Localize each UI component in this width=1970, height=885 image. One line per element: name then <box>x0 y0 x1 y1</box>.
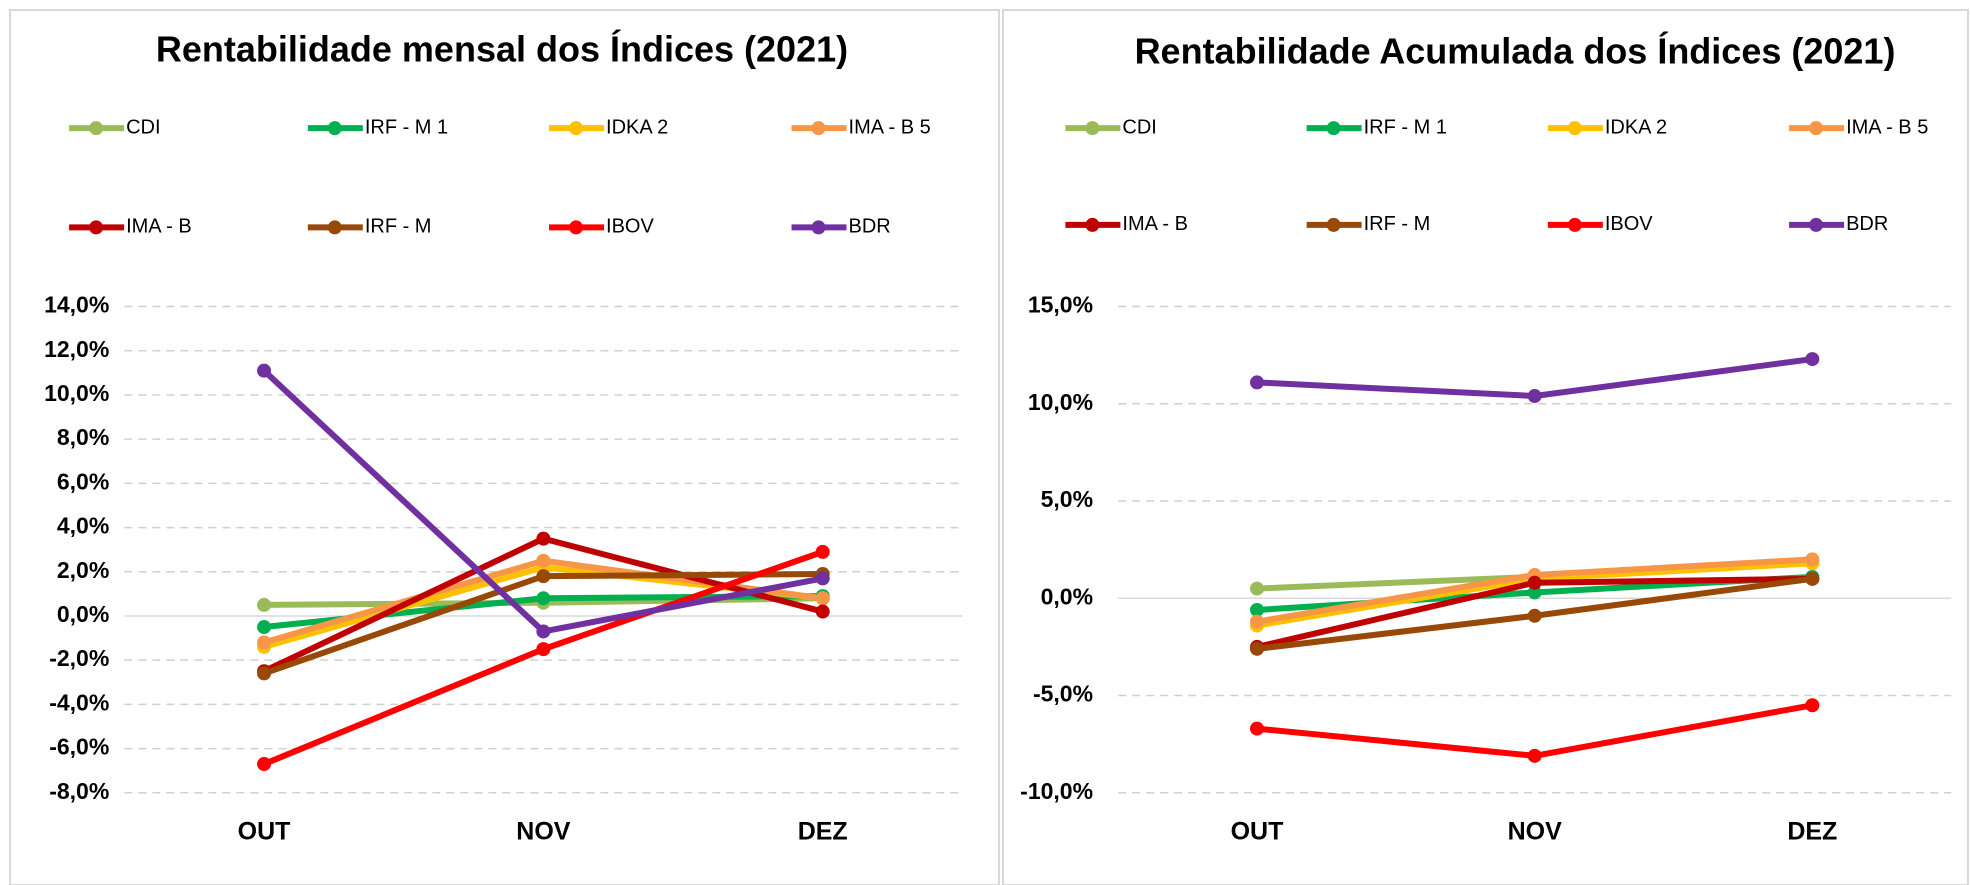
legend-label: CDI <box>1122 116 1156 138</box>
data-point <box>1250 721 1265 736</box>
y-tick-label: 0,0% <box>1041 583 1093 609</box>
legend-marker <box>327 121 342 136</box>
data-point <box>815 571 830 586</box>
x-tick-label: DEZ <box>798 818 848 846</box>
y-tick-label: 6,0% <box>57 468 109 494</box>
data-point <box>536 624 551 639</box>
legend-label: IRF - M 1 <box>1364 116 1447 138</box>
legend-label: IRF - M 1 <box>365 116 448 138</box>
legend-marker <box>811 121 826 136</box>
panel <box>1002 9 1969 885</box>
y-tick-label: -2,0% <box>49 645 109 671</box>
data-point <box>1250 641 1265 656</box>
data-point <box>536 531 551 546</box>
legend-label: IDKA 2 <box>606 116 668 138</box>
legend-label: BDR <box>849 216 891 238</box>
y-tick-label: -6,0% <box>49 734 109 760</box>
data-point <box>815 544 830 559</box>
y-tick-label: 4,0% <box>57 513 109 539</box>
data-point <box>536 591 551 606</box>
legend-label: IMA - B <box>1122 213 1188 235</box>
legend-label: IRF - M <box>365 216 432 238</box>
x-tick-label: NOV <box>1508 818 1563 846</box>
legend-marker <box>811 220 826 235</box>
data-point <box>1250 581 1265 596</box>
x-tick-label: DEZ <box>1787 818 1837 846</box>
legend-marker <box>89 121 104 136</box>
legend-marker <box>327 220 342 235</box>
y-tick-label: 12,0% <box>44 336 109 362</box>
data-point <box>536 642 551 657</box>
legend-marker <box>1809 121 1824 136</box>
data-point <box>815 604 830 619</box>
legend-label: CDI <box>126 116 160 138</box>
y-tick-label: 8,0% <box>57 424 109 450</box>
data-point <box>815 591 830 606</box>
legend-marker <box>1567 217 1582 232</box>
data-point <box>257 666 272 681</box>
legend-marker <box>1326 217 1341 232</box>
legend-label: BDR <box>1846 213 1888 235</box>
legend-marker <box>89 220 104 235</box>
data-point <box>1250 375 1265 390</box>
x-tick-label: OUT <box>1231 818 1284 846</box>
data-point <box>257 620 272 635</box>
data-point <box>1250 614 1265 629</box>
y-tick-label: 10,0% <box>44 380 109 406</box>
data-point <box>1527 575 1542 590</box>
legend-marker <box>1567 121 1582 136</box>
legend-label: IBOV <box>606 216 654 238</box>
data-point <box>257 757 272 772</box>
legend-label: IMA - B 5 <box>1846 116 1928 138</box>
y-tick-label: -5,0% <box>1033 681 1093 707</box>
legend-label: IBOV <box>1605 213 1653 235</box>
chart-title: Rentabilidade Acumulada dos Índices (202… <box>1135 31 1896 72</box>
x-tick-label: OUT <box>238 818 291 846</box>
x-tick-label: NOV <box>516 818 571 846</box>
y-tick-label: 5,0% <box>1041 486 1093 512</box>
data-point <box>1527 748 1542 763</box>
chart-title: Rentabilidade mensal dos Índices (2021) <box>156 29 848 70</box>
y-tick-label: 14,0% <box>44 292 109 318</box>
data-point <box>257 635 272 650</box>
legend-marker <box>569 121 584 136</box>
y-tick-label: -10,0% <box>1020 778 1093 804</box>
data-point <box>1805 698 1820 713</box>
panel <box>9 9 1000 885</box>
legend-marker <box>1326 121 1341 136</box>
legend-marker <box>569 220 584 235</box>
legend-marker <box>1809 217 1824 232</box>
data-point <box>536 569 551 584</box>
data-point <box>1527 608 1542 623</box>
y-tick-label: 15,0% <box>1028 292 1093 318</box>
data-point <box>1527 389 1542 404</box>
data-point <box>257 363 272 378</box>
legend-label: IRF - M <box>1364 213 1431 235</box>
data-point <box>1805 352 1820 367</box>
legend-label: IMA - B <box>126 216 192 238</box>
data-point <box>1250 602 1265 617</box>
y-tick-label: 0,0% <box>57 601 109 627</box>
y-tick-label: 2,0% <box>57 557 109 583</box>
legend-marker <box>1085 217 1100 232</box>
y-tick-label: -8,0% <box>49 778 109 804</box>
y-tick-label: -4,0% <box>49 689 109 715</box>
data-point <box>1527 585 1542 600</box>
y-tick-label: 10,0% <box>1028 389 1093 415</box>
data-point <box>257 597 272 612</box>
legend-marker <box>1085 121 1100 136</box>
data-point <box>536 553 551 568</box>
legend-label: IDKA 2 <box>1605 116 1667 138</box>
data-point <box>1805 571 1820 586</box>
data-point <box>1805 552 1820 567</box>
legend-label: IMA - B 5 <box>849 116 931 138</box>
